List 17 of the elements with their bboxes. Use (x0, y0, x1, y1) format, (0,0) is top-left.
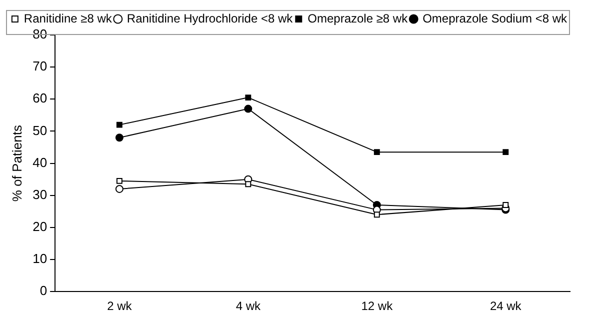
y-tick-label: 70 (32, 58, 48, 74)
x-tick-label: 24 wk (490, 299, 522, 314)
x-tick-label: 12 wk (361, 299, 394, 314)
y-axis-title: % of Patients (9, 124, 24, 202)
y-tick-label: 0 (40, 283, 48, 298)
y-tick-label: 40 (32, 154, 48, 170)
x-tick-label: 4 wk (236, 299, 262, 314)
legend-label: Ranitidine ≥8 wk (24, 11, 113, 26)
legend-label: Ranitidine Hydrochloride <8 wk (126, 11, 294, 26)
y-tick-label: 10 (32, 251, 48, 266)
x-tick-label: 2 wk (107, 299, 133, 314)
y-tick-label: 50 (32, 122, 48, 138)
legend-label: Omeprazole ≥8 wk (308, 11, 409, 26)
y-tick-label: 30 (32, 186, 48, 202)
y-tick-label: 60 (32, 90, 48, 106)
legend-label: Omeprazole Sodium <8 wk (422, 11, 568, 26)
y-tick-label: 20 (32, 219, 48, 234)
